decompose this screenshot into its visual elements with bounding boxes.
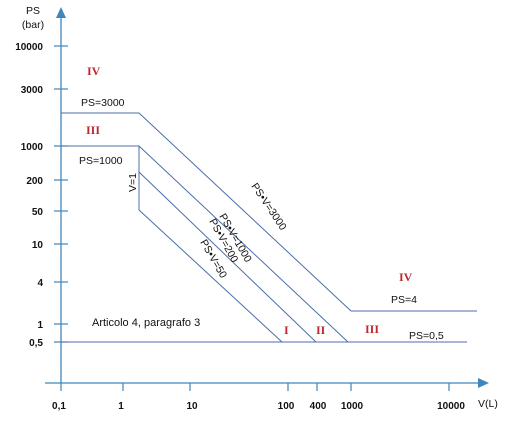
axes [45, 7, 489, 388]
y-tick-label: 10000 [15, 42, 43, 53]
label-psv-3000: PS•V=3000 [249, 181, 289, 233]
label-ps-0-5: PS=0,5 [409, 330, 444, 342]
y-axis-title-line2: (bar) [22, 19, 44, 31]
x-axis-title: V(L) [478, 398, 498, 410]
x-tick-label: 0,1 [52, 401, 66, 412]
x-tick-label: 10000 [437, 401, 465, 412]
y-tick-label: 1000 [21, 142, 44, 153]
category-iv-right: IV [399, 270, 413, 284]
category-iv-top: IV [87, 64, 101, 78]
category-iii: III [365, 322, 379, 336]
label-ps-3000: PS=3000 [81, 97, 125, 109]
y-tick-label: 3000 [21, 85, 44, 96]
label-v-1: V=1 [127, 173, 139, 192]
x-tick-label: 400 [310, 401, 327, 412]
line-ps-3000-psv-3000 [61, 112, 477, 312]
y-tick-label: 200 [26, 176, 43, 187]
y-axis-arrow [56, 7, 66, 18]
x-tick-labels: 0,1 1 10 100 400 1000 10000 [52, 401, 465, 412]
category-i: I [284, 323, 289, 337]
x-tick-label: 10 [186, 401, 198, 412]
x-tick-label: 1000 [341, 401, 364, 412]
y-tick-labels: 10000 3000 1000 200 50 10 4 1 0,5 [15, 42, 43, 349]
category-ii: II [316, 323, 326, 337]
category-iii-top: III [86, 123, 100, 137]
y-tick-label: 4 [37, 278, 43, 289]
label-ps-1000: PS=1000 [79, 155, 123, 167]
y-axis-title-line1: PS [26, 5, 40, 17]
line-psv-50 [138, 209, 283, 343]
y-tick-label: 10 [32, 240, 44, 251]
line-psv-200 [138, 171, 317, 343]
y-tick-label: 50 [32, 207, 44, 218]
x-tick-label: 1 [118, 401, 124, 412]
x-axis-arrow [478, 378, 489, 388]
limit-lines [61, 112, 477, 343]
y-tick-label: 0,5 [29, 338, 43, 349]
x-ticks [60, 383, 450, 391]
x-tick-label: 100 [278, 401, 295, 412]
label-ps-4: PS=4 [391, 294, 417, 306]
article-note: Articolo 4, paragrafo 3 [92, 317, 200, 329]
y-tick-label: 1 [37, 320, 43, 331]
